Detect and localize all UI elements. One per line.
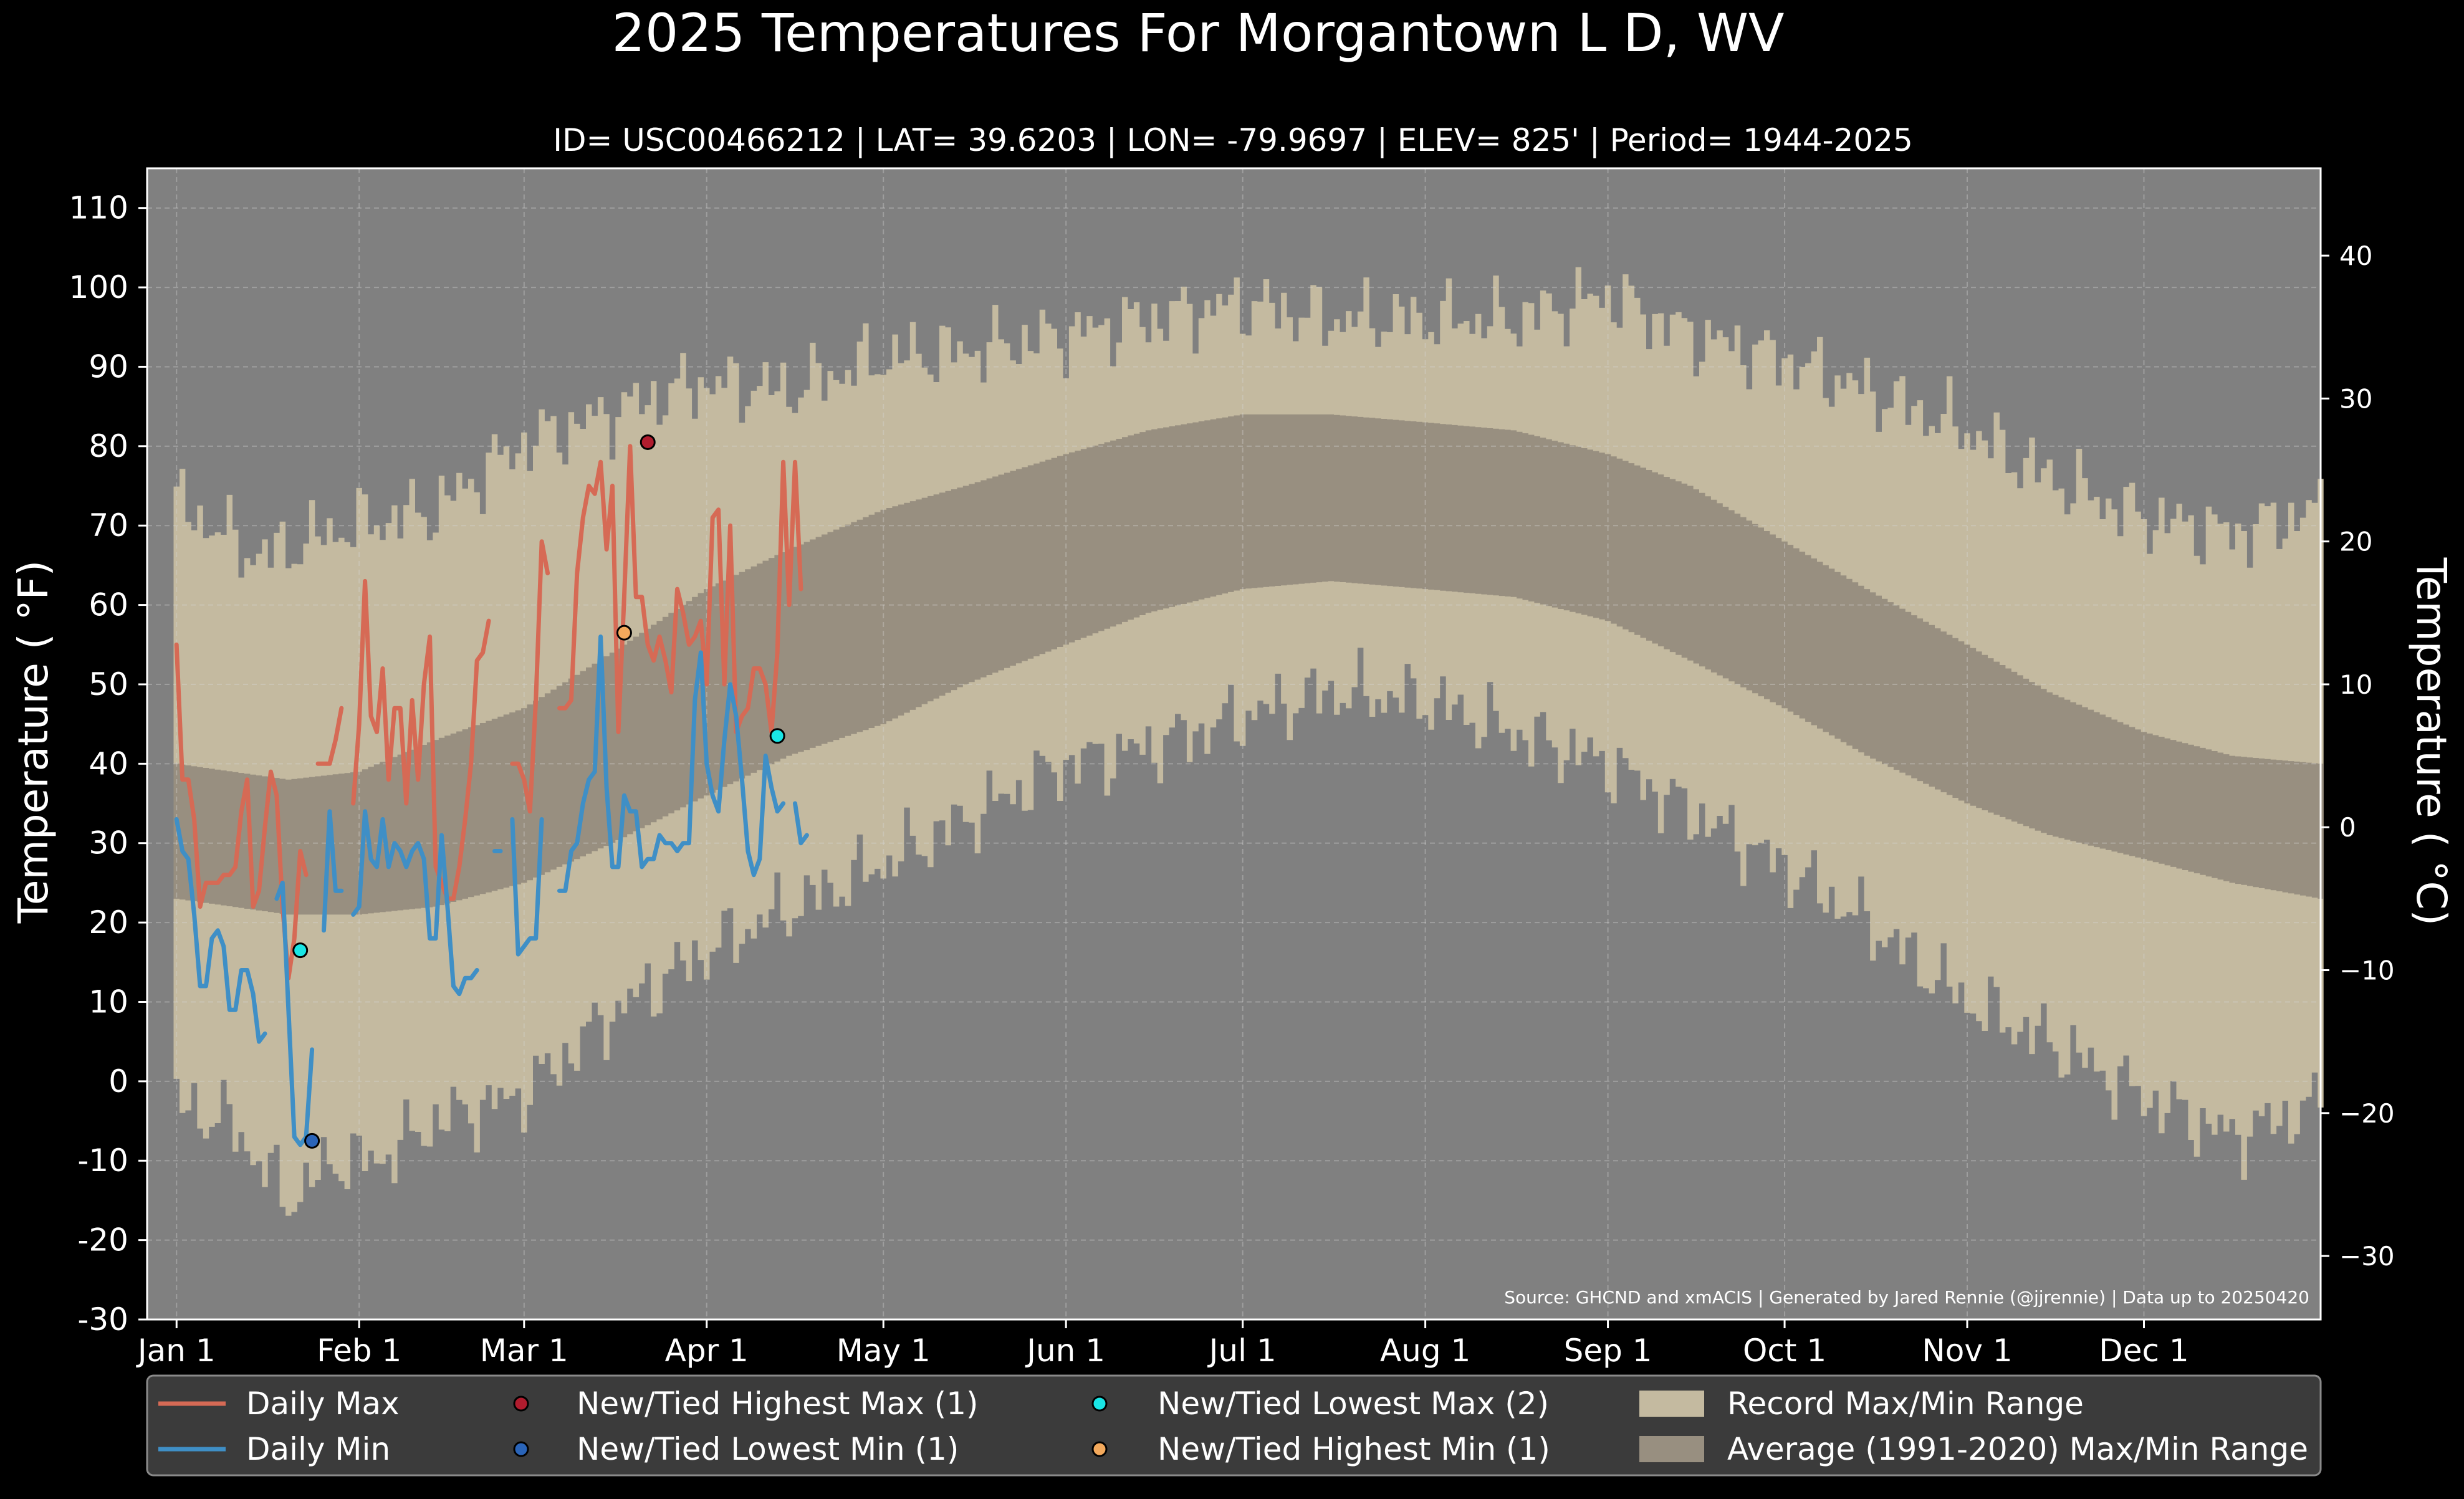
y-tick-label-c: −20 bbox=[2339, 1098, 2395, 1129]
x-tick-label: Jun 1 bbox=[1025, 1333, 1105, 1369]
record-marker bbox=[292, 942, 309, 959]
record-marker bbox=[640, 434, 656, 450]
y-tick-label-c: 10 bbox=[2339, 669, 2372, 700]
x-tick-label: May 1 bbox=[837, 1333, 931, 1369]
x-tick-label: Sep 1 bbox=[1564, 1333, 1652, 1369]
x-tick-label: Nov 1 bbox=[1922, 1333, 2012, 1369]
y-tick-label-f: 70 bbox=[89, 507, 128, 544]
daily-max-line bbox=[315, 706, 344, 766]
x-tick-label: Jul 1 bbox=[1207, 1333, 1277, 1369]
record-marker bbox=[304, 1133, 320, 1149]
daily-min-line bbox=[322, 809, 344, 933]
plot-area bbox=[147, 168, 2324, 1320]
legend-dot bbox=[513, 1396, 529, 1412]
daily-min-line bbox=[351, 809, 479, 997]
chart-subtitle: ID= USC00466212 | LAT= 39.6203 | LON= -7… bbox=[553, 122, 1913, 158]
y-tick-label-f: -10 bbox=[77, 1142, 128, 1179]
daily-max-line bbox=[557, 444, 803, 734]
y-tick-label-c: 40 bbox=[2339, 241, 2372, 271]
y-tick-label-f: 40 bbox=[89, 745, 128, 782]
x-tick-label: Apr 1 bbox=[665, 1333, 749, 1369]
y-tick-label-f: 90 bbox=[89, 348, 128, 385]
legend-patch bbox=[1639, 1436, 1704, 1462]
axes: 1101009080706050403020100-10-20-30403020… bbox=[69, 167, 2395, 1369]
source-note: Source: GHCND and xmACIS | Generated by … bbox=[1504, 1287, 2309, 1308]
daily-min-line bbox=[557, 635, 786, 893]
daily-min-line bbox=[174, 817, 267, 1044]
legend-label: New/Tied Lowest Min (1) bbox=[577, 1431, 959, 1467]
legend-dot bbox=[513, 1441, 529, 1457]
y-axis-label-celsius: Temperature ( °C) bbox=[2407, 557, 2455, 926]
x-tick-label: Aug 1 bbox=[1380, 1333, 1470, 1369]
legend-dot bbox=[1091, 1441, 1108, 1457]
y-tick-label-f: -30 bbox=[77, 1301, 128, 1338]
y-tick-label-f: 0 bbox=[108, 1063, 128, 1099]
legend-label: Average (1991-2020) Max/Min Range bbox=[1727, 1431, 2308, 1467]
legend-label: Daily Min bbox=[246, 1431, 390, 1467]
record-marker bbox=[769, 728, 785, 744]
y-tick-label-c: 20 bbox=[2339, 527, 2372, 557]
legend-label: New/Tied Highest Min (1) bbox=[1158, 1431, 1550, 1467]
plot-frame bbox=[146, 167, 2322, 1321]
legend-box bbox=[146, 1374, 2322, 1477]
daily-min-line bbox=[510, 817, 544, 957]
y-axis-label-fahrenheit: Temperature ( °F) bbox=[9, 560, 57, 924]
x-tick-label: Mar 1 bbox=[480, 1333, 568, 1369]
legend-label: Daily Max bbox=[246, 1386, 400, 1422]
daily-min-line bbox=[793, 801, 809, 846]
record-marker bbox=[616, 625, 632, 641]
legend-label: Record Max/Min Range bbox=[1727, 1386, 2084, 1422]
y-tick-label-f: 50 bbox=[89, 666, 128, 702]
legend-dot bbox=[1091, 1396, 1108, 1412]
y-tick-label-c: 30 bbox=[2339, 383, 2372, 414]
y-tick-label-c: 0 bbox=[2339, 812, 2356, 843]
y-tick-label-f: 60 bbox=[89, 587, 128, 623]
y-tick-label-f: 30 bbox=[89, 825, 128, 861]
y-tick-label-f: 20 bbox=[89, 904, 128, 941]
legend: Daily Max Daily Min New/Tied Highest Max (… bbox=[146, 1374, 2322, 1477]
daily-max-line bbox=[351, 578, 491, 901]
daily-max-line bbox=[510, 539, 550, 814]
y-tick-label-c: −10 bbox=[2339, 955, 2395, 986]
y-tick-label-f: 10 bbox=[89, 984, 128, 1020]
legend-label: New/Tied Highest Max (1) bbox=[577, 1386, 979, 1422]
y-tick-label-f: 100 bbox=[69, 269, 128, 305]
y-tick-label-f: 80 bbox=[89, 428, 128, 464]
y-tick-label-c: −30 bbox=[2339, 1241, 2395, 1272]
x-tick-label: Oct 1 bbox=[1743, 1333, 1826, 1369]
x-tick-label: Dec 1 bbox=[2099, 1333, 2188, 1369]
x-tick-label: Jan 1 bbox=[136, 1333, 216, 1369]
record-range-area bbox=[173, 267, 2324, 1216]
chart-title: 2025 Temperatures For Morgantown L D, WV bbox=[611, 2, 1784, 64]
x-tick-label: Feb 1 bbox=[317, 1333, 401, 1369]
legend-label: New/Tied Lowest Max (2) bbox=[1158, 1386, 1549, 1422]
y-tick-label-f: 110 bbox=[69, 190, 128, 226]
y-tick-label-f: -20 bbox=[77, 1222, 128, 1258]
legend-patch bbox=[1639, 1391, 1704, 1417]
